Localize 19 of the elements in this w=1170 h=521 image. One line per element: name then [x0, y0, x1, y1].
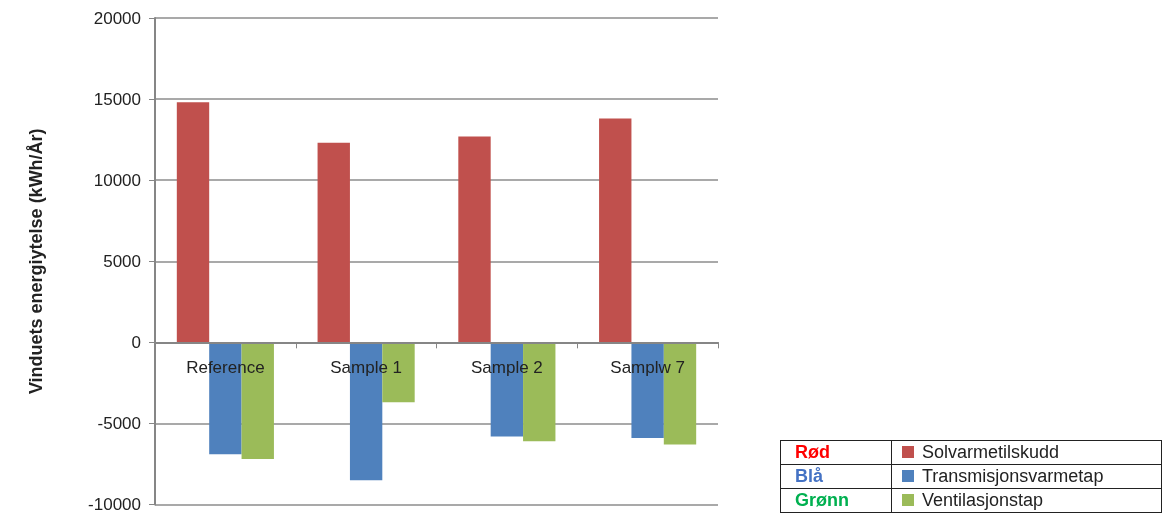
y-tick-label: 20000: [93, 8, 141, 28]
y-axis-title: Vinduets energiytelse (kWh/År): [26, 128, 46, 395]
y-tick-label: 10000: [93, 170, 141, 190]
bar: [176, 102, 210, 343]
legend-label: Solvarmetilskudd: [891, 440, 1162, 465]
text: Grønn: [780, 488, 892, 513]
y-tick-label: -5000: [97, 413, 141, 433]
text: Rød: [780, 440, 892, 465]
bar: [317, 142, 350, 343]
bar: [458, 136, 491, 343]
y-tick-label: -10000: [88, 495, 141, 514]
bar: [599, 118, 632, 343]
legend-label: Ventilasjonstap: [891, 488, 1162, 513]
y-tick-label: 5000: [103, 251, 141, 271]
text: Blå: [780, 464, 892, 489]
y-tick-label: 15000: [93, 89, 141, 109]
x-tick-label: Reference: [186, 357, 265, 377]
legend-label: Transmisjonsvarmetap: [891, 464, 1162, 489]
y-tick-label: 0: [131, 332, 141, 352]
